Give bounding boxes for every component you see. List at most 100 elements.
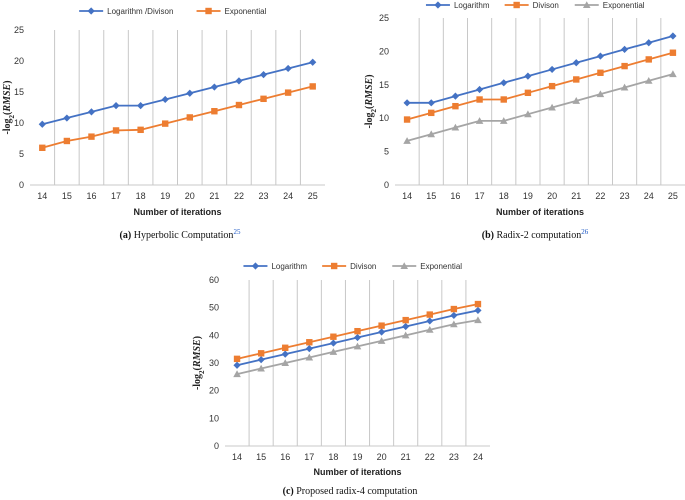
data-point — [233, 361, 241, 369]
y-tick-label: 20 — [379, 46, 389, 56]
data-point — [186, 114, 193, 121]
data-point — [428, 109, 435, 117]
legend-label: Divison — [533, 1, 559, 10]
x-tick-label: 19 — [523, 191, 533, 201]
series-line-0 — [42, 61, 313, 126]
y-tick-label: 5 — [384, 147, 389, 157]
y-tick-label: 0 — [384, 180, 389, 190]
x-tick-label: 21 — [571, 191, 581, 201]
data-point — [548, 103, 556, 111]
x-tick-label: 15 — [256, 452, 266, 462]
y-tick-label: 15 — [379, 80, 389, 90]
series-line-0 — [407, 35, 674, 104]
x-tick-label: 22 — [234, 191, 244, 201]
data-point — [378, 322, 385, 329]
data-point — [450, 320, 458, 328]
legend-marker — [251, 262, 260, 270]
data-point — [329, 339, 338, 347]
x-axis-title: Number of iterations — [313, 467, 401, 477]
data-point — [402, 322, 410, 331]
x-tick-label: 24 — [473, 452, 483, 462]
y-tick-label: 20 — [209, 386, 219, 396]
data-point — [426, 317, 434, 325]
legend-label: Exponential — [420, 262, 462, 271]
data-point — [450, 311, 458, 320]
data-point — [401, 331, 410, 339]
data-point — [210, 83, 218, 91]
x-tick-label: 14 — [37, 191, 47, 201]
data-point — [524, 72, 532, 80]
x-tick-label: 19 — [352, 452, 362, 462]
data-point — [669, 49, 677, 56]
data-point — [112, 102, 120, 110]
figure-caption: (c) Proposed radix-4 computation — [283, 486, 418, 497]
data-point — [572, 59, 580, 67]
data-point — [500, 79, 508, 87]
data-point — [284, 64, 292, 73]
legend-marker — [87, 7, 95, 15]
y-tick-label: 50 — [209, 303, 219, 313]
data-point — [305, 353, 314, 361]
x-tick-label: 16 — [450, 191, 460, 201]
legend-item-0: Logarithm — [425, 1, 490, 10]
data-point — [112, 127, 120, 134]
legend-label: Logarithm — [454, 1, 490, 10]
legend-item-1: Divison — [322, 262, 376, 271]
y-tick-label: 60 — [209, 275, 219, 285]
y-tick-label: 10 — [209, 413, 219, 423]
data-point — [644, 76, 653, 84]
x-tick-label: 17 — [475, 191, 485, 201]
data-point — [499, 117, 508, 124]
data-point — [257, 350, 265, 357]
data-point — [669, 32, 677, 40]
y-tick-label: 10 — [14, 118, 24, 128]
x-tick-label: 15 — [62, 191, 72, 201]
data-point — [330, 333, 337, 340]
data-point — [572, 97, 581, 104]
data-point — [235, 101, 243, 109]
data-point — [573, 76, 580, 83]
x-tick-label: 17 — [111, 191, 121, 201]
data-point — [451, 92, 460, 100]
x-tick-label: 24 — [644, 191, 654, 201]
data-point — [233, 355, 241, 363]
y-tick-label: 25 — [379, 13, 389, 23]
x-tick-label: 23 — [259, 191, 269, 201]
x-tick-label: 20 — [377, 452, 387, 462]
legend-item-2: Exponential — [392, 262, 462, 271]
x-tick-label: 22 — [425, 452, 435, 462]
y-tick-label: 15 — [14, 87, 24, 97]
legend-item-0: Logarithm — [243, 262, 307, 271]
x-tick-label: 20 — [185, 191, 195, 201]
data-point — [282, 344, 289, 351]
data-point — [500, 96, 507, 103]
data-point — [329, 348, 338, 355]
data-point — [162, 120, 169, 127]
data-point — [235, 77, 243, 85]
data-point — [596, 52, 605, 60]
data-point — [39, 144, 46, 151]
data-point — [403, 137, 411, 144]
data-point — [597, 69, 604, 76]
data-point — [475, 85, 484, 94]
figure-caption: (b) Radix-2 computation26 — [482, 228, 589, 241]
x-tick-label: 16 — [86, 191, 96, 201]
y-tick-label: 5 — [19, 149, 24, 159]
data-point — [403, 99, 411, 107]
x-axis-title: Number of iterations — [496, 207, 584, 217]
data-point — [87, 108, 96, 116]
chart-0: 0 5 10 15 20 25 14 15 16 17 18 19 20 21 22 23 24 25 Number… — [2, 7, 325, 241]
data-point — [305, 345, 313, 353]
legend-label: Logarithm /Divison — [107, 7, 173, 16]
y-axis-title: -log2(RMSE) — [364, 74, 378, 128]
legend-marker — [400, 262, 409, 269]
y-tick-label: 25 — [14, 25, 24, 35]
x-tick-label: 18 — [328, 452, 338, 462]
data-point — [669, 70, 677, 78]
data-point — [524, 89, 532, 97]
figure-caption: (a) Hyperbolic Computation25 — [120, 228, 241, 241]
x-axis-title: Number of iterations — [133, 207, 221, 217]
data-point — [426, 311, 433, 318]
data-point — [474, 306, 482, 315]
chart-2: 0 10 20 30 40 50 60 14 15 16 17 18 19 20 21 22 23 24 Numbe… — [192, 262, 490, 497]
